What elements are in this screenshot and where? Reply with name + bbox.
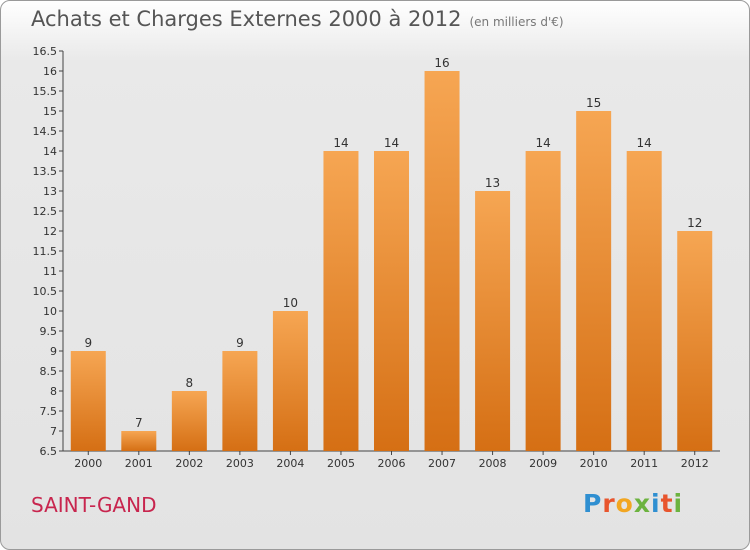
y-tick-label: 15.5: [33, 85, 58, 98]
commune-name: SAINT-GAND: [31, 493, 157, 517]
x-tick-label-2010: 2010: [580, 457, 608, 470]
value-label-2004: 10: [283, 296, 298, 310]
bar-2000: [70, 351, 106, 451]
value-label-2005: 14: [333, 136, 348, 150]
value-label-2002: 8: [186, 376, 194, 390]
x-tick-label-2007: 2007: [428, 457, 456, 470]
logo-letter: x: [633, 489, 651, 518]
y-tick-label: 9: [50, 345, 57, 358]
value-label-2003: 9: [236, 336, 244, 350]
x-tick-label-2003: 2003: [226, 457, 254, 470]
y-tick-label: 15: [43, 105, 57, 118]
value-label-2000: 9: [84, 336, 92, 350]
bar-2007: [424, 71, 460, 451]
y-tick-label: 7: [50, 425, 57, 438]
bar-2008: [475, 191, 511, 451]
y-tick-label: 11: [43, 265, 57, 278]
y-tick-label: 16.5: [33, 45, 58, 58]
bar-2011: [626, 151, 662, 451]
logo-letter: t: [660, 489, 674, 518]
y-tick-label: 14: [43, 145, 57, 158]
logo-letter: o: [615, 489, 634, 518]
bar-2005: [323, 151, 359, 451]
chart-title: Achats et Charges Externes 2000 à 2012: [31, 7, 462, 31]
x-tick-label-2012: 2012: [681, 457, 709, 470]
x-tick-label-2006: 2006: [378, 457, 406, 470]
logo-letter: P: [583, 489, 603, 518]
x-tick-label-2002: 2002: [175, 457, 203, 470]
value-label-2012: 12: [687, 216, 702, 230]
y-tick-label: 8: [50, 385, 57, 398]
value-label-2009: 14: [535, 136, 550, 150]
bars-group: 9 7 8 9 10 14 14 16 13 14 15 14 12: [70, 56, 713, 451]
x-tick-label-2011: 2011: [630, 457, 658, 470]
value-label-2006: 14: [384, 136, 399, 150]
chart-subtitle: (en milliers d'€): [469, 15, 564, 29]
axes: 6.5 7 7.5 8 8.5 9 9.5 10 10.5 11 11.5 12 12.5 13 13.5 1…: [33, 45, 720, 470]
y-tick-label: 16: [43, 65, 57, 78]
bar-2003: [222, 351, 258, 451]
x-tick-label-2000: 2000: [74, 457, 102, 470]
logo-letter: i: [651, 489, 661, 518]
proxiti-logo[interactable]: Proxiti: [583, 489, 683, 518]
value-label-2007: 16: [434, 56, 449, 70]
y-tick-label: 6.5: [40, 445, 58, 458]
y-tick-label: 9.5: [40, 325, 58, 338]
chart-title-row: Achats et Charges Externes 2000 à 2012 (e…: [31, 7, 564, 31]
bar-2004: [272, 311, 308, 451]
x-tick-label-2009: 2009: [529, 457, 557, 470]
bar-2002: [171, 391, 207, 451]
y-tick-label: 14.5: [33, 125, 58, 138]
y-tick-label: 10: [43, 305, 57, 318]
bar-2009: [525, 151, 561, 451]
logo-letter: i: [673, 489, 684, 518]
y-tick-label: 13.5: [33, 165, 58, 178]
x-tick-label-2004: 2004: [276, 457, 304, 470]
y-tick-label: 10.5: [33, 285, 58, 298]
bar-2006: [374, 151, 409, 451]
y-tick-label: 8.5: [40, 365, 58, 378]
y-tick-label: 12: [43, 225, 57, 238]
value-label-2010: 15: [586, 96, 601, 110]
value-label-2011: 14: [637, 136, 652, 150]
x-tick-label-2005: 2005: [327, 457, 355, 470]
y-tick-label: 7.5: [40, 405, 58, 418]
bar-2012: [677, 231, 713, 451]
bar-2010: [576, 111, 612, 451]
y-tick-label: 11.5: [33, 245, 58, 258]
x-tick-label-2008: 2008: [479, 457, 507, 470]
logo-letter: r: [602, 489, 616, 518]
bar-2001: [121, 431, 157, 451]
value-label-2008: 13: [485, 176, 500, 190]
y-tick-label: 12.5: [33, 205, 58, 218]
y-tick-label: 13: [43, 185, 57, 198]
value-label-2001: 7: [135, 416, 143, 430]
x-tick-label-2001: 2001: [125, 457, 153, 470]
